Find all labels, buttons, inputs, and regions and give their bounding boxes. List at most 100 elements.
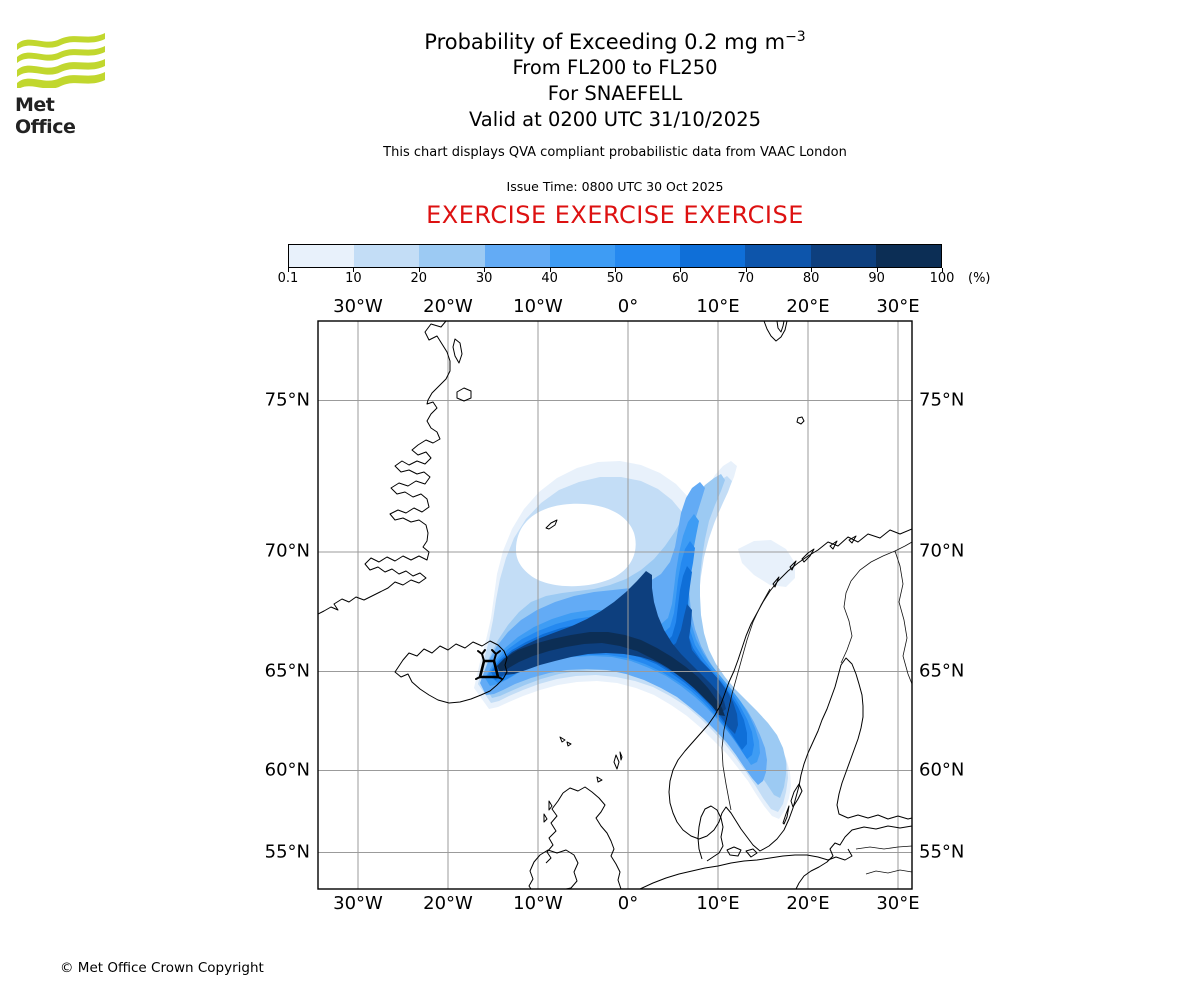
coastline-south-baltic: [639, 848, 853, 889]
exercise-banner: EXERCISE EXERCISE EXERCISE: [426, 201, 804, 229]
colorbar-segment: [354, 245, 420, 267]
colorbar-tick: [680, 268, 682, 272]
colorbar-tick-label: 100: [929, 271, 955, 286]
volcano-marker: [475, 649, 503, 680]
colorbar-tick: [876, 268, 878, 272]
colorbar-tick-label: 70: [737, 271, 755, 286]
border-baltic-states: [855, 845, 912, 875]
colorbar-tick-label: 0.1: [277, 271, 299, 286]
colorbar-segment: [875, 245, 942, 267]
colorbar-tick: [484, 268, 486, 272]
chart-title: Probability of Exceeding 0.2 mg m−3: [165, 24, 1065, 55]
colorbar-segment: [810, 245, 876, 267]
lat-label-right: 65°N: [919, 659, 965, 681]
ash-plume-layers: [474, 461, 795, 819]
lat-label-left: 65°N: [264, 659, 310, 681]
colorbar-segment: [484, 245, 550, 267]
chart-header: Probability of Exceeding 0.2 mg m−3 From…: [165, 24, 1065, 229]
coastline-faroes: [559, 736, 572, 747]
coastline-baltics: [795, 825, 912, 889]
subtitle-valid-time: Valid at 0200 UTC 31/10/2025: [468, 108, 762, 131]
chart-title-text: Probability of Exceeding 0.2 mg m: [424, 30, 786, 54]
coastline-greenland: [318, 321, 451, 615]
lon-label-bottom: 20°W: [423, 893, 473, 914]
border-sweden-finland: [840, 580, 853, 664]
colorbar-tick: [942, 268, 943, 272]
colorbar-tick-label: 30: [475, 271, 493, 286]
lat-label-left: 55°N: [264, 840, 310, 862]
plume-patch-lofoten: [738, 540, 795, 587]
lon-label-bottom: 30°E: [876, 893, 920, 914]
lat-label-right: 75°N: [919, 388, 965, 410]
lon-label-top: 20°W: [423, 296, 473, 317]
coastline-bear-island: [796, 416, 805, 425]
colorbar-segment: [549, 245, 616, 267]
national-borders: [721, 541, 912, 875]
colorbar-tick: [353, 268, 355, 272]
coastline-ireland: [528, 849, 579, 889]
probability-colorbar: [288, 244, 942, 268]
border-norway-sweden: [721, 588, 771, 811]
lat-label-left: 75°N: [264, 388, 310, 410]
border-finland-russia: [850, 541, 912, 685]
colorbar-tick-label: 50: [606, 271, 624, 286]
lon-label-bottom: 20°E: [786, 893, 830, 914]
lon-label-top: 10°W: [513, 296, 563, 317]
plume-band-60-70: [491, 566, 747, 750]
map-frame: [317, 320, 913, 890]
coastline-gotland-oland: [782, 783, 803, 825]
colorbar-tick: [745, 268, 747, 272]
coastline-denmark: [697, 805, 758, 862]
colorbar-tick-label: 80: [802, 271, 820, 286]
coastline-shetland-orkney: [596, 751, 623, 783]
colorbar-segment: [745, 245, 811, 267]
colorbar-tick: [288, 268, 289, 272]
lon-label-top: 10°E: [696, 296, 740, 317]
colorbar-tick: [418, 268, 420, 272]
plume-band-90-100: [497, 632, 725, 716]
graticule: [318, 321, 912, 889]
coastline-iceland: [394, 640, 508, 704]
lon-label-bottom: 10°E: [696, 893, 740, 914]
met-office-waves-icon: [17, 33, 105, 90]
colorbar-tick: [811, 268, 813, 272]
met-office-logo: Met Office: [15, 28, 115, 138]
colorbar-segment: [289, 245, 355, 267]
copyright-footer: © Met Office Crown Copyright: [60, 960, 264, 976]
lat-label-right: 70°N: [919, 540, 965, 562]
lon-label-top: 0°: [617, 296, 639, 317]
colorbar-segment: [419, 245, 485, 267]
lon-label-top: 30°W: [333, 296, 383, 317]
colorbar-segment: [615, 245, 681, 267]
lat-label-right: 55°N: [919, 840, 965, 862]
colorbar-tick: [615, 268, 616, 272]
plume-hole: [516, 503, 636, 587]
coastline-lofoten-islands: [772, 535, 857, 588]
subtitle-flight-levels: From FL200 to FL250: [512, 56, 718, 79]
qva-description: This chart displays QVA compliant probab…: [383, 145, 847, 160]
lon-label-bottom: 0°: [617, 893, 639, 914]
met-office-logo-text: Met Office: [15, 94, 76, 138]
lon-label-top: 30°E: [876, 296, 920, 317]
colorbar-tick-label: 20: [410, 271, 428, 286]
subtitle-volcano: For SNAEFELL: [547, 82, 683, 105]
colorbar-segment: [680, 245, 746, 267]
colorbar-tick-label: 40: [541, 271, 558, 286]
coastline-greenland-island-2: [456, 387, 472, 402]
colorbar-tick-label: 60: [672, 271, 689, 286]
lon-label-bottom: 10°W: [513, 893, 563, 914]
lon-label-bottom: 30°W: [333, 893, 383, 914]
coastline-svalbard-tip: [763, 321, 788, 342]
coastline-britain: [543, 786, 622, 889]
issue-time: Issue Time: 0800 UTC 30 Oct 2025: [506, 179, 724, 194]
coastline-jan-mayen: [545, 519, 558, 530]
chart-title-exponent: −3: [785, 29, 806, 45]
lat-label-right: 60°N: [919, 758, 965, 780]
colorbar-unit-label: (%): [968, 271, 991, 286]
lon-label-top: 20°E: [786, 296, 830, 317]
coastline-greenland-island-1: [452, 338, 463, 364]
colorbar-tick: [549, 268, 551, 272]
colorbar-tick-label: 10: [345, 271, 362, 286]
colorbar-tick-label: 90: [868, 271, 885, 286]
